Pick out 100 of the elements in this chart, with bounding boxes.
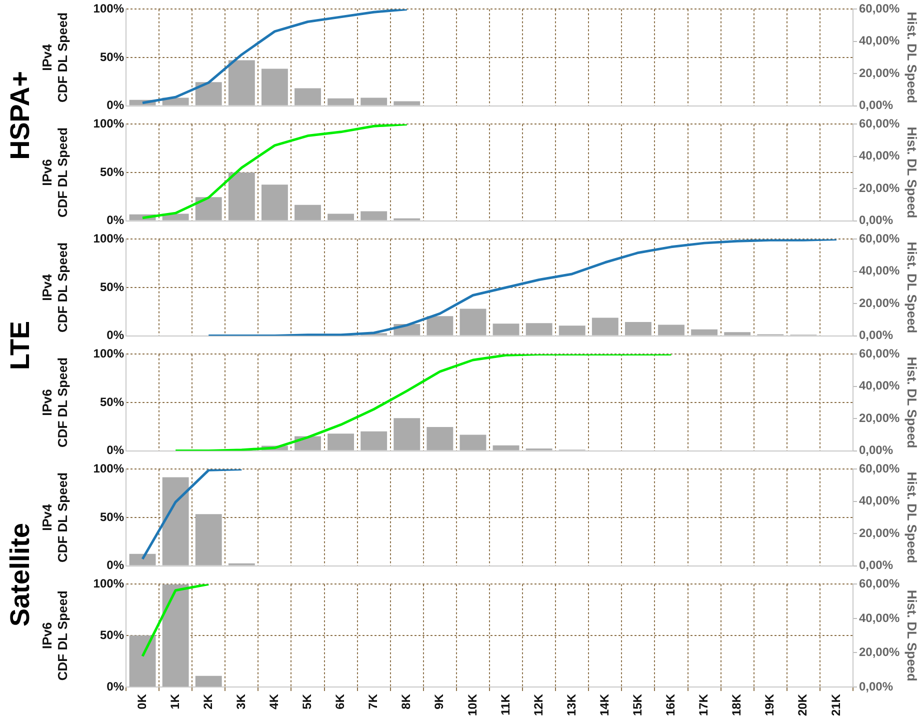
bar (195, 514, 222, 566)
bar (195, 676, 222, 686)
bar (460, 434, 486, 450)
y-axis-title: IPv6 CDF DL Speed (39, 590, 70, 681)
bar (129, 554, 156, 566)
bar (460, 308, 486, 336)
x-tick-label: 18K (730, 694, 744, 716)
y2-tick-label: 20,00% (859, 410, 900, 425)
y-tick-label: 100% (93, 346, 124, 361)
y-axis-title: IPv6 CDF DL Speed (39, 127, 70, 218)
bar (426, 316, 454, 336)
x-tick-label: 21K (828, 694, 843, 716)
y-axis-title: IPv4 CDF DL Speed (39, 472, 70, 563)
y2-tick-label: 60,00% (859, 576, 900, 591)
x-tick-label: 12K (531, 694, 546, 716)
y2-axis-title: Hist. DL Speed (904, 242, 919, 334)
y2-axis-title: Hist. DL Speed (904, 126, 919, 218)
y2-tick-label: 40,00% (859, 494, 900, 508)
y2-tick-label: 0,00% (859, 213, 894, 228)
y2-tick-label: 20,00% (859, 296, 900, 310)
y2-tick-label: 0,00% (859, 443, 894, 458)
bar (261, 68, 288, 106)
x-tick-label: 11K (498, 694, 512, 716)
bar (162, 477, 189, 566)
x-tick-label: 0K (134, 694, 149, 710)
bar (328, 98, 354, 106)
x-tick-label: 15K (630, 694, 645, 716)
y2-tick-label: 40,00% (859, 264, 900, 278)
y2-tick-label: 20,00% (859, 180, 900, 195)
y2-tick-label: 40,00% (859, 378, 900, 393)
bar (724, 332, 751, 336)
y2-tick-label: 40,00% (859, 34, 900, 48)
bar (129, 635, 156, 686)
bar (294, 88, 321, 106)
y2-axis-title: Hist. DL Speed (904, 12, 919, 104)
y2-tick-label: 60,00% (859, 116, 900, 131)
x-tick-label: 9K (432, 694, 446, 710)
x-tick-label: 19K (762, 694, 777, 716)
y2-tick-label: 60,00% (859, 232, 900, 246)
y2-tick-label: 20,00% (859, 645, 900, 660)
x-tick-label: 7K (366, 694, 380, 710)
y2-tick-label: 0,00% (859, 679, 894, 694)
x-tick-label: 8K (399, 694, 414, 710)
y-axis-title: IPv6 CDF DL Speed (39, 357, 70, 448)
bar (394, 418, 420, 450)
y-tick-label: 100% (93, 232, 124, 246)
bar (195, 82, 222, 106)
bar (360, 431, 388, 450)
bar (328, 434, 354, 450)
y-tick-label: 100% (93, 116, 124, 131)
y-tick-label: 100% (93, 2, 124, 16)
y-tick-label: 50% (100, 394, 124, 409)
y-tick-label: 50% (100, 510, 124, 524)
y2-axis-title: Hist. DL Speed (904, 590, 919, 682)
y-tick-label: 50% (100, 164, 124, 179)
y2-axis-title: Hist. DL Speed (904, 356, 919, 448)
y-tick-label: 0% (106, 679, 124, 694)
y2-tick-label: 40,00% (859, 148, 900, 163)
x-tick-label: 6K (333, 694, 348, 710)
x-tick-label: 4K (267, 694, 282, 710)
x-tick-label: 5K (300, 694, 314, 710)
bar (658, 324, 684, 336)
y-tick-label: 50% (100, 280, 124, 294)
x-tick-label: 20K (796, 694, 810, 716)
text: Satellite (4, 523, 36, 627)
bar (360, 98, 388, 106)
y2-tick-label: 0,00% (859, 328, 894, 342)
y-tick-label: 50% (100, 50, 124, 64)
y2-tick-label: 60,00% (859, 346, 900, 361)
y-tick-label: 50% (100, 628, 124, 642)
bar (394, 101, 420, 106)
y2-tick-label: 0,00% (859, 98, 894, 112)
y2-tick-label: 0,00% (859, 558, 894, 572)
y-tick-label: 0% (106, 443, 124, 458)
bar (162, 584, 189, 686)
text: HSPA+ (4, 70, 36, 160)
bar (558, 326, 586, 336)
bar (360, 211, 388, 220)
y-tick-label: 0% (106, 98, 124, 112)
bar (492, 324, 520, 336)
y2-tick-label: 20,00% (859, 526, 900, 540)
bar (195, 197, 222, 220)
y-axis-title: IPv4 CDF DL Speed (39, 12, 70, 103)
bar (526, 323, 552, 336)
y2-tick-label: 60,00% (859, 462, 900, 476)
x-tick-label: 3K (234, 694, 248, 710)
y-axis-title: IPv4 CDF DL Speed (39, 242, 70, 333)
bar (492, 445, 520, 450)
y-tick-label: 100% (93, 462, 124, 476)
bar (624, 322, 652, 336)
bar (261, 184, 288, 220)
bar (294, 204, 321, 220)
bar (228, 172, 255, 220)
x-tick-label: 17K (696, 694, 711, 716)
x-tick-label: 2K (200, 694, 215, 710)
text: LTE (4, 320, 36, 370)
x-tick-label: 1K (168, 694, 182, 710)
x-tick-label: 10K (465, 694, 480, 716)
x-tick-label: 16K (664, 694, 678, 716)
bar (328, 214, 354, 220)
